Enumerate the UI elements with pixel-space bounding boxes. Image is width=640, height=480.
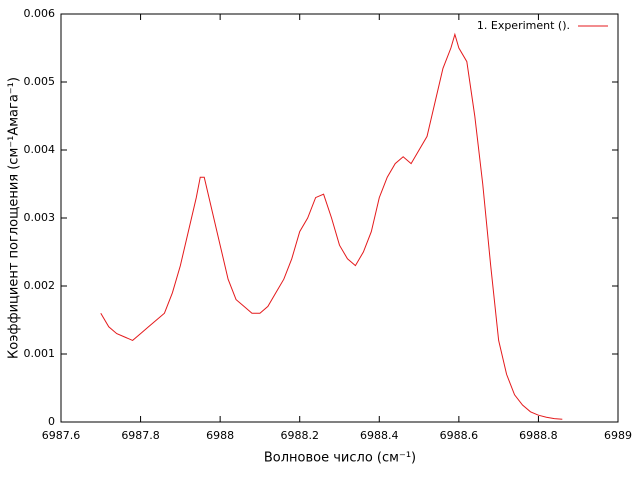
- x-tick-label: 6989: [604, 429, 632, 442]
- y-tick-label: 0.005: [24, 75, 56, 88]
- y-axis-label: Коэффициент поглощения (см⁻¹Амага⁻¹): [7, 77, 22, 359]
- legend-label: 1. Experiment ().: [477, 19, 570, 32]
- x-tick-label: 6987.8: [121, 429, 160, 442]
- x-tick-label: 6988.2: [280, 429, 319, 442]
- plot-frame: [60, 13, 619, 423]
- y-tick-label: 0: [48, 415, 55, 428]
- y-tick-label: 0.001: [24, 347, 56, 360]
- x-tick-label: 6988.4: [360, 429, 399, 442]
- x-tick-label: 6988: [206, 429, 234, 442]
- y-tick-label: 0.003: [24, 211, 56, 224]
- y-tick-label: 0.004: [24, 143, 56, 156]
- x-axis-label: Волновое число (см⁻¹): [264, 451, 416, 466]
- x-tick-label: 6988.6: [440, 429, 479, 442]
- x-tick-label: 6988.8: [519, 429, 558, 442]
- x-tick-label: 6987.6: [42, 429, 81, 442]
- y-tick-label: 0.002: [24, 279, 56, 292]
- data-line: [100, 32, 563, 420]
- y-tick-label: 0.006: [24, 7, 56, 20]
